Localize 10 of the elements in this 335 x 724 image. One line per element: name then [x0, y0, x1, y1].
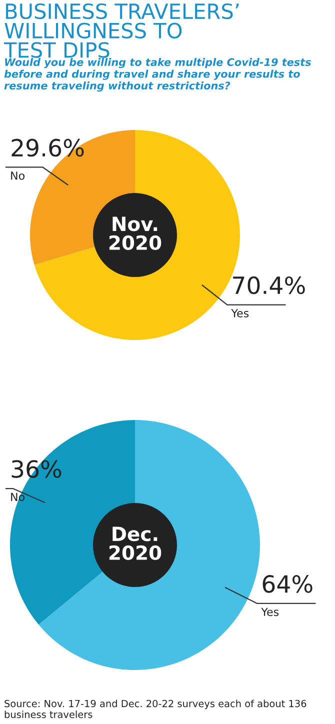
data-label: 64%: [262, 575, 312, 593]
data-label: 70.4%: [233, 276, 305, 294]
slice-label: Yes: [231, 309, 249, 318]
text: Nov. 2020: [109, 216, 162, 250]
slice-label: No: [11, 172, 25, 180]
source-note: Source: Nov. 17-19 and Dec. 20-22 surveys each of about 136 business travelers: [4, 700, 306, 718]
text: BUSINESS TRAVELERS’ WILLINGNESS TO TEST DIPS: [4, 3, 239, 58]
text: Dec. 2020: [109, 526, 162, 560]
slice-label: Yes: [261, 608, 279, 616]
text: Would you be willing to take multiple Covid-19 tests before and during travel and share your results to resume traveling without restrictions?: [4, 58, 311, 92]
